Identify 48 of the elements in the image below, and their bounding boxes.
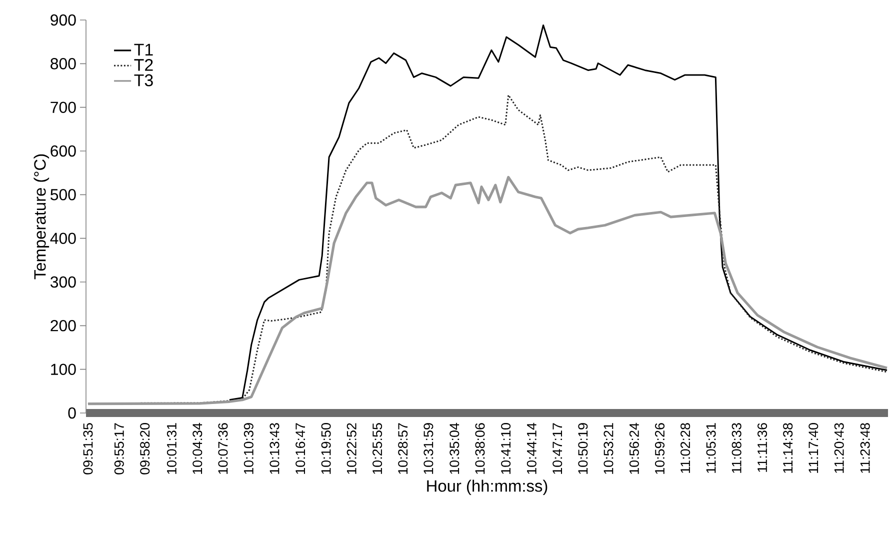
- y-tick-label: 400: [50, 232, 76, 244]
- x-tick-label: 10:10:39: [244, 423, 254, 474]
- line-series: [86, 176, 888, 406]
- y-tick-label: 600: [50, 145, 76, 157]
- legend-label: T3: [134, 74, 153, 86]
- x-tick-label: 09:58:20: [140, 423, 150, 474]
- y-axis-title: Temperature (°C): [34, 154, 50, 280]
- x-tick-label: 11:14:38: [783, 423, 793, 473]
- x-tick-label: 10:53:21: [604, 423, 614, 474]
- x-tick-label: 10:47:17: [552, 423, 562, 474]
- y-tick-label: 800: [50, 58, 76, 70]
- x-tick-label: 10:04:34: [192, 422, 202, 474]
- x-tick-label: 11:05:31: [706, 423, 716, 473]
- x-tick-label: 09:55:17: [114, 423, 124, 474]
- x-tick-label: 09:51:35: [83, 423, 93, 474]
- x-tick-label: 10:38:06: [475, 423, 485, 474]
- x-tick-label: 10:35:04: [450, 422, 460, 474]
- x-tick-label: 10:56:24: [629, 422, 639, 474]
- x-tick-label: 10:31:59: [424, 423, 434, 474]
- y-tick-label: 700: [50, 102, 76, 113]
- x-tick-label: 10:25:55: [372, 423, 382, 474]
- x-tick-label: 10:19:50: [321, 423, 331, 474]
- x-tick-label: 10:28:57: [398, 423, 408, 474]
- x-tick-label: 10:41:10: [501, 423, 511, 474]
- legend-label: T2: [134, 58, 153, 71]
- x-tick-label: 10:50:19: [578, 423, 588, 474]
- x-tick-label: 11:08:33: [732, 423, 742, 473]
- x-tick-label: 11:11:36: [758, 423, 768, 472]
- x-tick-label: 10:07:36: [218, 423, 228, 474]
- y-tick-label: 500: [50, 189, 76, 200]
- x-tick-label: 11:23:48: [860, 423, 870, 473]
- line-series: [228, 24, 888, 401]
- x-tick-label: 10:16:47: [296, 423, 306, 474]
- x-axis-title: Hour (hh:mm:ss): [427, 480, 548, 496]
- x-tick-label: 10:01:31: [166, 423, 176, 474]
- x-tick-label: 11:02:28: [680, 423, 690, 473]
- x-tick-label: 11:20:43: [834, 423, 844, 473]
- x-tick-label: 10:13:43: [270, 423, 280, 474]
- y-tick-label: 900: [50, 14, 76, 26]
- y-tick-label: 100: [51, 364, 76, 375]
- legend-label: T1: [134, 44, 153, 56]
- y-tick-label: 200: [50, 320, 76, 332]
- x-tick-label: 10:59:26: [654, 423, 665, 474]
- x-tick-label: 11:17:40: [808, 423, 818, 473]
- x-tick-label: 10:44:14: [526, 422, 536, 474]
- y-tick-label: 0: [68, 407, 76, 419]
- y-tick-label: 300: [50, 276, 76, 288]
- x-tick-label: 10:22:52: [346, 423, 356, 474]
